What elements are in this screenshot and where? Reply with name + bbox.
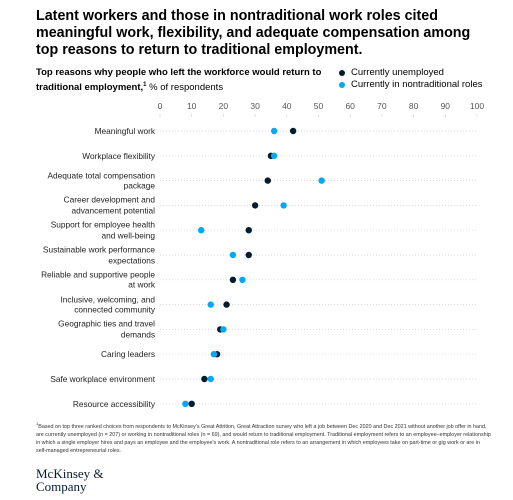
dot [201, 375, 208, 383]
dot [220, 326, 227, 333]
dot [270, 152, 278, 159]
category-label: Resource accessibility [72, 398, 155, 409]
category-label: Geographic ties and travel demands [58, 318, 155, 340]
x-tick-label: 70 [377, 101, 387, 111]
dot [289, 127, 297, 135]
dot [207, 375, 214, 383]
category-label: Support for employee health and well-bei… [50, 219, 155, 241]
footnote-marker: 1 [143, 82, 147, 88]
unit-label: % of respondents [149, 82, 224, 94]
x-tick-label: 90 [441, 101, 451, 111]
x-tick-label: 100 [470, 101, 484, 111]
x-tick-label: 60 [345, 101, 355, 111]
category-label: Caring leaders [101, 348, 155, 359]
dot [207, 301, 214, 308]
dot [264, 177, 271, 184]
category-label: Safe workplace environment [50, 373, 155, 384]
dot [239, 276, 246, 283]
legend-label: Currently unemployed [351, 67, 444, 78]
category-label: Reliable and supportive people at work [41, 269, 155, 290]
dot [229, 251, 237, 259]
x-tick-label: 0 [158, 101, 163, 111]
category-label: Adequate total compensation package [47, 170, 155, 191]
dot [229, 276, 237, 283]
footnote: 1Based on top three ranked choices from … [36, 420, 491, 455]
dot [245, 251, 252, 259]
logo: McKinsey & Company [36, 466, 104, 494]
footnote-marker: 1 [36, 421, 39, 426]
dot [188, 400, 195, 407]
category-label: Sustainable work performance expectation… [42, 244, 155, 266]
category-label: Career development and advancement poten… [63, 194, 155, 216]
dot [210, 351, 218, 358]
legend-entry: Currently in nontraditional roles [339, 79, 482, 90]
dot [223, 301, 230, 308]
dot [198, 227, 205, 234]
dot [270, 127, 278, 135]
category-label: Workplace flexibility [82, 150, 155, 161]
dot [318, 177, 325, 184]
legend-marker [339, 69, 345, 76]
x-tick-label: 40 [282, 101, 292, 111]
chart-title: Latent workers and those in nontradition… [36, 8, 471, 58]
legend-entry: Currently unemployed [339, 67, 444, 78]
dot [251, 202, 259, 209]
subtitle: Top reasons why people who left the work… [36, 67, 326, 94]
dot [182, 400, 189, 407]
x-tick-label: 50 [314, 101, 324, 111]
subtitle-text: Top reasons why people who left the work… [36, 67, 322, 94]
dot [245, 227, 252, 234]
x-tick-label: 20 [219, 101, 229, 111]
dot [280, 202, 287, 209]
legend-label: Currently in nontraditional roles [351, 79, 483, 90]
legend-marker [339, 81, 345, 88]
x-tick-label: 80 [409, 101, 419, 111]
x-tick-label: 30 [250, 101, 260, 111]
footnote-text: Based on top three ranked choices from r… [36, 423, 491, 454]
x-tick-label: 10 [187, 101, 197, 111]
category-label: Meaningful work [94, 125, 155, 136]
category-label: Inclusive, welcoming, and connected comm… [60, 294, 155, 315]
